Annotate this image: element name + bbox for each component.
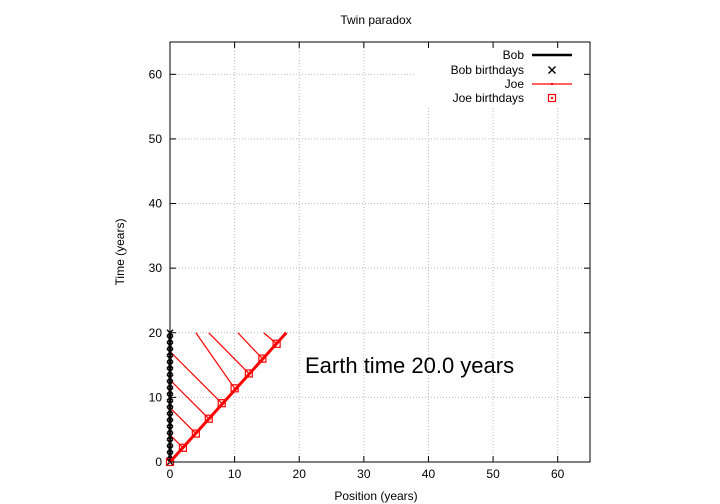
joe-signal-line: [169, 434, 184, 449]
x-tick-label: 60: [551, 467, 565, 481]
y-axis-title: Time (years): [113, 219, 127, 286]
joe-signal-line: [169, 407, 197, 434]
x-tick-label: 30: [357, 467, 371, 481]
joe-birthday-point-center: [194, 432, 197, 435]
y-tick-label: 0: [155, 455, 162, 469]
joe-birthday-point-center: [181, 446, 184, 449]
legend-swatch-joe-dot: [551, 83, 553, 85]
joe-birthday-point: [258, 354, 267, 363]
joe-birthday-point: [217, 399, 226, 408]
y-tick-label: 50: [149, 132, 163, 146]
legend-swatch-bob-birthdays: [548, 66, 556, 74]
joe-signal-line: [263, 332, 278, 345]
series-line-joe: [168, 331, 288, 464]
plot-frame: [169, 41, 591, 463]
joe-signal-line: [208, 332, 250, 374]
legend-swatch-joe-birthdays-center: [551, 97, 553, 99]
x-tick-label: 50: [486, 467, 500, 481]
joe-signal-line: [195, 332, 236, 389]
x-tick-label: 20: [293, 467, 307, 481]
joe-birthday-point-center: [233, 387, 236, 390]
legend-swatch-joe-birthdays: [547, 93, 557, 103]
x-tick-label: 0: [167, 467, 174, 481]
legend-label-bob-birthdays: Bob birthdays: [451, 63, 524, 77]
joe-birthday-point: [230, 384, 239, 393]
x-tick-label: 10: [228, 467, 242, 481]
joe-birthday-point: [272, 339, 281, 348]
y-tick-label: 10: [149, 390, 163, 404]
joe-signal-line: [169, 379, 210, 420]
joe-signal-line: [237, 332, 263, 360]
joe-birthday-point: [204, 414, 213, 423]
earth-time-annotation: Earth time 20.0 years: [305, 353, 514, 378]
joe-birthday-point: [191, 429, 200, 438]
joe-signal-line: [169, 351, 223, 404]
y-tick-label: 40: [149, 197, 163, 211]
joe-birthday-point-center: [275, 342, 278, 345]
legend-label-bob: Bob: [503, 48, 525, 62]
legend-label-joe-birthdays: Joe birthdays: [453, 91, 524, 105]
y-tick-label: 30: [149, 261, 163, 275]
y-tick-label: 20: [149, 326, 163, 340]
joe-birthday-point-center: [220, 402, 223, 405]
joe-birthday-point-center: [261, 357, 264, 360]
x-tick-label: 40: [422, 467, 436, 481]
joe-birthday-point-center: [247, 372, 250, 375]
joe-birthday-point: [244, 369, 253, 378]
joe-birthday-point: [178, 443, 188, 452]
legend-label-joe: Joe: [505, 77, 525, 91]
axis-ticks: 0 10 20 30 40 50 60 0 10 20 30 40 50 60: [149, 42, 590, 481]
x-axis-title: Position (years): [334, 489, 417, 503]
y-tick-label: 60: [149, 67, 163, 81]
chart-title: Twin paradox: [340, 13, 411, 27]
joe-birthday-point-center: [207, 417, 210, 420]
